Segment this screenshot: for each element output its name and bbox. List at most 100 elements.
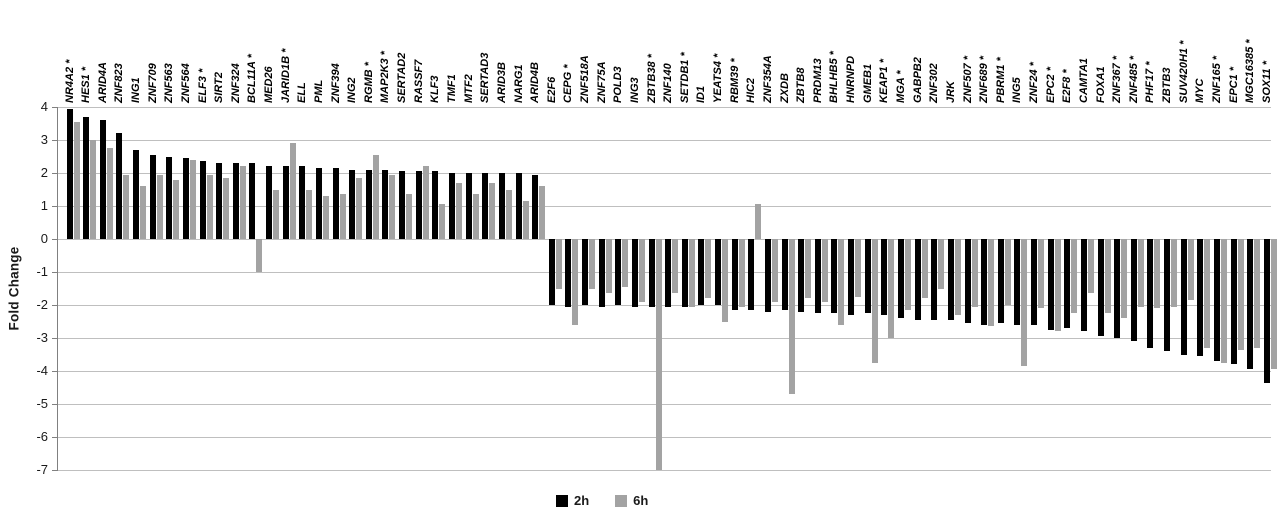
gene-label-EPC2: EPC2 * <box>1044 66 1057 103</box>
bar-6h-ZNF564 <box>189 159 196 239</box>
bar-2h-JARID1B <box>282 166 289 239</box>
bar-2h-SIRT2 <box>216 163 223 239</box>
bar-6h-YEATS4 <box>722 239 729 322</box>
legend-2h-swatch <box>556 494 568 507</box>
gene-label-SERTAD3: SERTAD3 <box>479 52 492 103</box>
y-tick-mark-4 <box>52 106 57 108</box>
bar-2h-TMF1 <box>448 173 455 239</box>
gene-label-ZNF367: ZNF367 * <box>1111 55 1124 103</box>
bar-2h-ZNF140 <box>665 239 672 307</box>
bar-6h-SOX11 <box>1270 239 1277 370</box>
bar-2h-RASSF7 <box>415 171 422 239</box>
gene-label-SUV420H1: SUV420H1 * <box>1177 40 1190 103</box>
bar-6h-ZNF367 <box>1121 239 1128 319</box>
gene-label-ZNF518A: ZNF518A <box>579 55 592 103</box>
bar-2h-ZNF324 <box>232 163 239 239</box>
gene-label-ZNF165: ZNF165 * <box>1210 55 1223 103</box>
bar-6h-TMF1 <box>455 182 462 239</box>
bar-2h-BHLHB5 <box>831 239 838 314</box>
legend-item-2h: 2h <box>556 493 589 508</box>
bar-6h-NARG1 <box>522 201 529 239</box>
gridline-2 <box>57 172 1271 174</box>
bar-6h-RBM39 <box>738 239 745 307</box>
bar-2h-FOXA1 <box>1097 239 1104 337</box>
y-tick-mark--2 <box>52 304 57 306</box>
bar-2h-SERTAD2 <box>399 171 406 239</box>
bar-2h-ING2 <box>349 169 356 239</box>
bar-6h-SIRT2 <box>223 177 230 239</box>
bar-2h-MAP2K3 <box>382 169 389 239</box>
bar-2h-ZBTB38 <box>648 239 655 307</box>
bar-6h-ING2 <box>356 177 363 239</box>
gene-label-SIRT2: SIRT2 <box>213 72 226 103</box>
gene-label-JRK: JRK <box>944 80 957 103</box>
gene-label-PHF17: PHF17 * <box>1144 61 1157 103</box>
gene-label-RBM39: RBM39 * <box>728 58 741 103</box>
bar-2h-ZNF518A <box>582 239 589 305</box>
legend-item-6h: 6h <box>615 493 648 508</box>
bar-2h-MED26 <box>266 166 273 239</box>
bar-6h-GMEB1 <box>871 239 878 363</box>
gene-label-CEPG: CEPG * <box>562 64 575 103</box>
bar-6h-KEAP1 <box>888 239 895 338</box>
bar-2h-JRK <box>947 239 954 320</box>
bar-2h-ARID3B <box>498 173 505 239</box>
bar-6h-CEPG <box>572 239 579 325</box>
bar-6h-SERTAD3 <box>489 182 496 239</box>
gene-label-ZNF394: ZNF394 <box>329 63 342 103</box>
bar-2h-ZBTB3 <box>1164 239 1171 352</box>
bar-6h-CAMTA1 <box>1087 239 1094 294</box>
gridline--4 <box>57 370 1271 372</box>
bar-6h-HES1 <box>90 140 97 239</box>
bar-2h-ARID4A <box>99 120 106 239</box>
bar-2h-ZNF165 <box>1213 239 1220 362</box>
bar-6h-SUV420H1 <box>1187 239 1194 301</box>
y-tick-label-2: 2 <box>40 165 48 180</box>
bar-2h-ZNF507 <box>964 239 971 324</box>
bar-2h-ELF3 <box>199 161 206 239</box>
bar-6h-ING5 <box>1021 239 1028 367</box>
gene-label-ZNF324: ZNF324 <box>229 63 242 103</box>
bar-2h-GABPB2 <box>914 239 921 320</box>
gene-label-RASSF7: RASSF7 <box>412 59 425 103</box>
gridline-1 <box>57 205 1271 207</box>
gene-label-YEATS4: YEATS4 * <box>712 53 725 103</box>
bar-2h-ZNF709 <box>149 154 156 239</box>
y-tick-mark--1 <box>52 271 57 273</box>
y-tick-mark--6 <box>52 436 57 438</box>
y-axis-line <box>57 107 58 471</box>
bar-2h-MTF2 <box>465 173 472 239</box>
bar-6h-ING1 <box>140 186 147 239</box>
bar-6h-BCL11A <box>256 239 263 272</box>
bar-6h-ARID4A <box>106 148 113 239</box>
y-tick-mark-1 <box>52 205 57 207</box>
gene-label-E2F6: E2F6 <box>545 76 558 103</box>
gridline--2 <box>57 304 1271 306</box>
bar-2h-ING3 <box>631 239 638 307</box>
bar-2h-SETDB1 <box>681 239 688 307</box>
bar-2h-ZNF485 <box>1130 239 1137 342</box>
gene-label-POLD3: POLD3 <box>612 66 625 103</box>
bar-2h-HES1 <box>83 116 90 239</box>
bar-2h-MYC <box>1197 239 1204 357</box>
legend-6h-swatch <box>615 494 628 507</box>
bar-6h-RGMB <box>372 154 379 239</box>
gene-label-PRDM13: PRDM13 <box>811 58 824 103</box>
bar-6h-GABPB2 <box>921 239 928 299</box>
gene-label-SOX11: SOX11 * <box>1260 61 1273 103</box>
gene-label-KEAP1: KEAP1 * <box>878 58 891 103</box>
gene-label-MAP2K3: MAP2K3 * <box>379 51 392 103</box>
gridline--5 <box>57 403 1271 405</box>
bar-6h-POLD3 <box>622 239 629 287</box>
bar-2h-KEAP1 <box>881 239 888 315</box>
gene-label-MGC16385: MGC16385 * <box>1244 39 1257 103</box>
bar-2h-ZNF24 <box>1031 239 1038 325</box>
gene-label-ELL: ELL <box>296 82 309 103</box>
bar-6h-ZNF140 <box>672 239 679 294</box>
gene-label-JARID1B: JARID1B * <box>279 48 292 103</box>
gene-label-RGMB: RGMB * <box>362 62 375 103</box>
bar-6h-ID1 <box>705 239 712 299</box>
gene-label-HES1: HES1 * <box>80 66 93 103</box>
gene-label-ING5: ING5 <box>1011 77 1024 103</box>
bar-6h-ZNF302 <box>938 239 945 289</box>
